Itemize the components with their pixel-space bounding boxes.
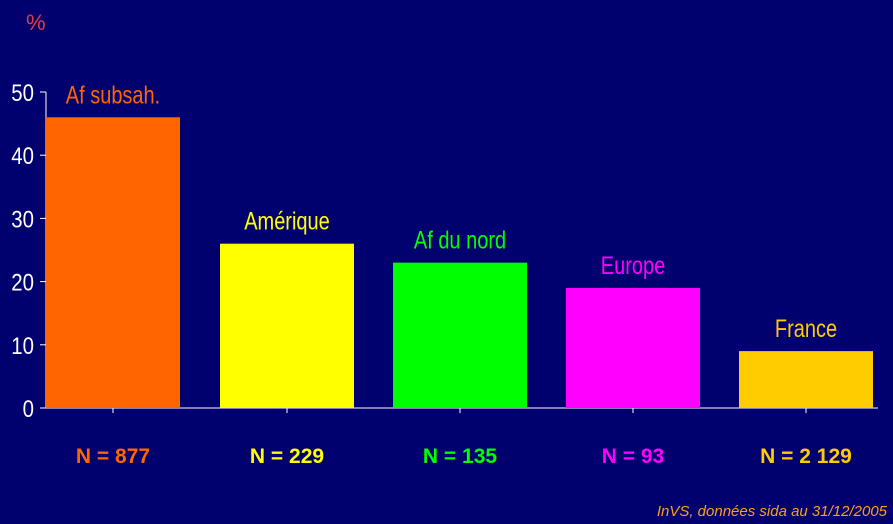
category-label: Amérique xyxy=(244,208,330,236)
count-label: N = 229 xyxy=(250,445,324,468)
category-label: Europe xyxy=(601,252,665,280)
bar xyxy=(46,117,180,408)
y-tick-label: 20 xyxy=(11,269,34,296)
count-label: N = 135 xyxy=(423,445,497,468)
y-tick-label: 10 xyxy=(11,332,34,359)
bar xyxy=(393,262,527,408)
category-label: France xyxy=(775,315,837,343)
y-unit-label: % xyxy=(26,10,46,35)
y-tick-label: 50 xyxy=(11,79,34,106)
category-label: Af du nord xyxy=(414,227,506,255)
category-label: Af subsah. xyxy=(66,81,160,109)
bar xyxy=(220,243,354,408)
bar xyxy=(566,287,700,408)
count-label: N = 2 129 xyxy=(760,445,852,468)
count-label: N = 877 xyxy=(76,445,150,468)
y-tick-label: 0 xyxy=(23,395,34,422)
source-note: InVS, données sida au 31/12/2005 xyxy=(656,503,887,520)
count-label: N = 93 xyxy=(602,445,664,468)
y-tick-label: 40 xyxy=(11,143,34,170)
bar xyxy=(739,351,873,408)
y-tick-label: 30 xyxy=(11,206,34,233)
